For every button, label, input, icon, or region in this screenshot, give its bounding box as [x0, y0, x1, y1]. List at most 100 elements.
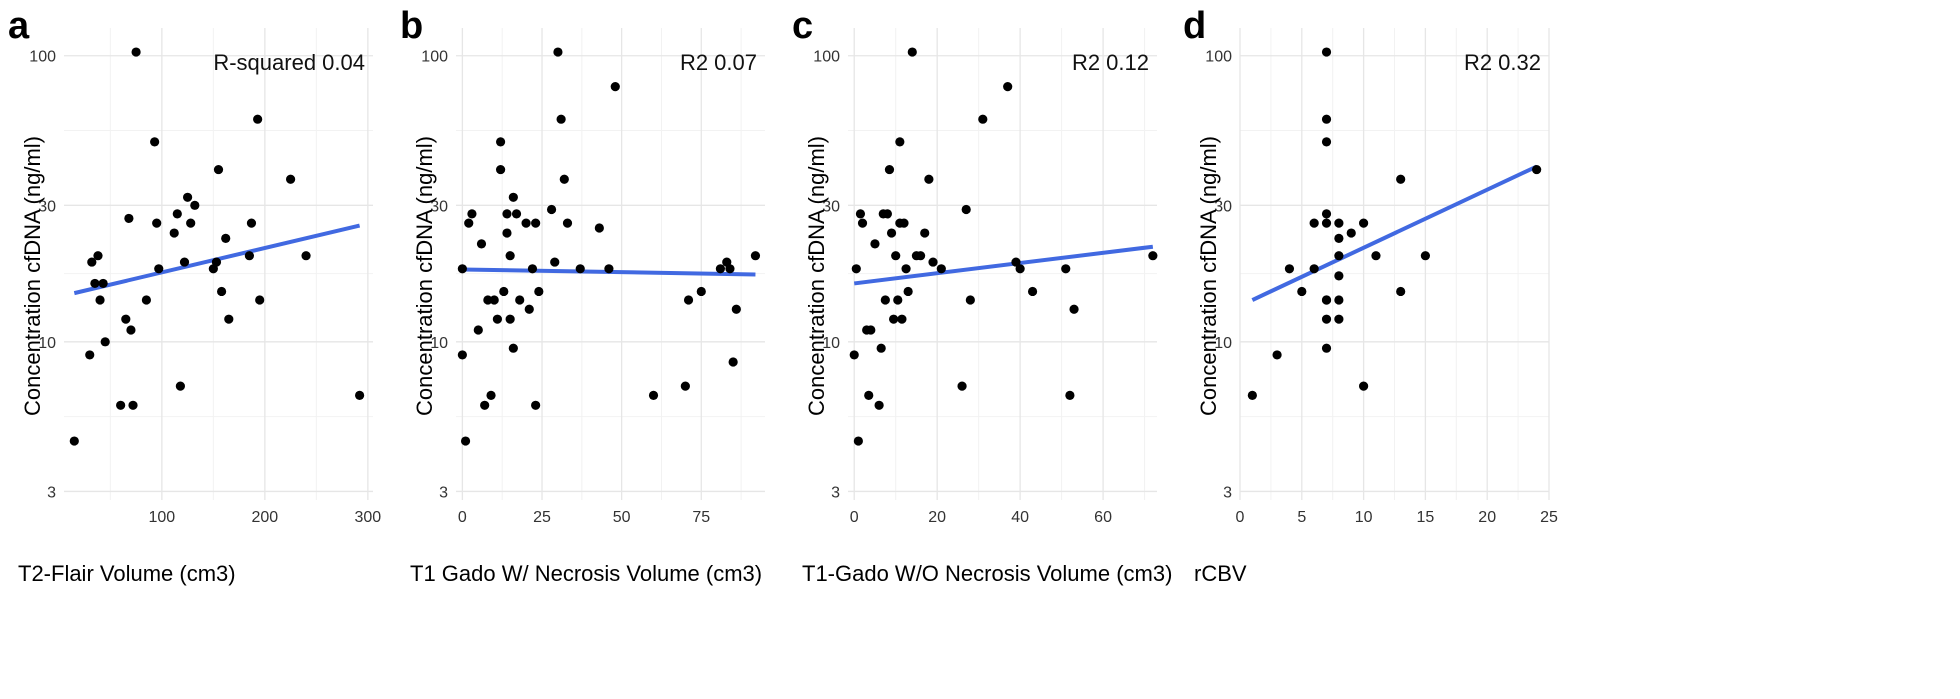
- data-point: [957, 381, 967, 391]
- y-tick-label: 30: [38, 198, 56, 215]
- x-tick-label: 0: [850, 509, 859, 526]
- data-point: [1027, 286, 1038, 297]
- data-point: [473, 325, 483, 335]
- data-point: [750, 251, 761, 261]
- x-tick-label: 0: [1236, 509, 1245, 526]
- r-squared-annotation: R-squared 0.04: [213, 50, 365, 75]
- x-tick-label: 200: [251, 509, 278, 526]
- y-tick-label: 30: [430, 198, 448, 215]
- y-axis-title: Concentration cfDNA (ng/ml): [412, 136, 437, 416]
- x-axis-title: rCBV: [1194, 561, 1247, 586]
- y-axis-title: Concentration cfDNA (ng/ml): [804, 136, 829, 416]
- y-tick-label: 30: [822, 198, 840, 215]
- data-point: [648, 390, 659, 400]
- data-point: [464, 218, 474, 228]
- x-axis-title: T1 Gado W/ Necrosis Volume (cm3): [410, 561, 762, 586]
- regression-line: [1251, 164, 1538, 302]
- x-tick-label: 10: [1355, 509, 1373, 526]
- data-point: [594, 223, 604, 233]
- data-point: [95, 295, 105, 305]
- data-point: [604, 264, 614, 274]
- data-point: [301, 251, 311, 261]
- data-point: [524, 304, 534, 314]
- data-point: [502, 228, 512, 238]
- x-tick-label: 100: [148, 509, 175, 526]
- data-point: [857, 218, 868, 228]
- data-point: [884, 164, 895, 175]
- data-point: [128, 400, 138, 410]
- data-point: [874, 400, 884, 410]
- data-point: [1247, 390, 1257, 400]
- data-point: [489, 295, 499, 305]
- data-point: [483, 295, 493, 305]
- data-point: [492, 314, 503, 324]
- data-point: [224, 314, 234, 324]
- data-point: [575, 264, 585, 274]
- data-point: [169, 228, 179, 238]
- x-axis-title: T1-Gado W/O Necrosis Volume (cm3): [802, 561, 1172, 586]
- data-point: [98, 278, 108, 289]
- data-point: [121, 314, 131, 324]
- data-point: [1309, 264, 1319, 274]
- data-point: [924, 174, 934, 184]
- data-point: [90, 278, 100, 289]
- data-point: [553, 47, 563, 57]
- panel-letter: d: [1183, 5, 1206, 47]
- data-point: [486, 390, 496, 400]
- data-point: [172, 209, 182, 219]
- data-point: [1321, 47, 1332, 57]
- data-point: [866, 325, 876, 335]
- data-point: [100, 337, 110, 347]
- data-point: [1015, 264, 1025, 274]
- data-point: [728, 357, 738, 367]
- data-point: [521, 218, 531, 228]
- x-tick-label: 15: [1417, 509, 1435, 526]
- y-tick-label: 10: [1214, 335, 1232, 352]
- y-tick-label: 100: [421, 49, 448, 66]
- x-tick-label: 75: [692, 509, 710, 526]
- data-point: [851, 264, 861, 274]
- data-point: [928, 257, 938, 267]
- data-point: [505, 314, 515, 324]
- data-point: [1396, 174, 1406, 184]
- data-point: [1334, 218, 1344, 228]
- data-point: [457, 350, 467, 360]
- data-point: [559, 174, 569, 184]
- y-tick-label: 100: [29, 49, 56, 66]
- data-point: [531, 400, 541, 410]
- data-point: [1321, 295, 1332, 305]
- data-point: [85, 350, 95, 360]
- data-point: [246, 218, 257, 228]
- data-point: [556, 114, 566, 124]
- data-point: [1003, 81, 1013, 92]
- data-point: [893, 295, 903, 305]
- x-tick-label: 20: [1478, 509, 1496, 526]
- y-axis-title: Concentration cfDNA (ng/ml): [1196, 136, 1221, 416]
- data-point: [936, 264, 946, 274]
- data-point: [467, 209, 477, 219]
- data-point: [1011, 257, 1021, 267]
- data-point: [1371, 251, 1381, 261]
- data-point: [965, 295, 975, 305]
- data-point: [715, 264, 726, 274]
- y-tick-label: 100: [1205, 49, 1232, 66]
- r-squared-annotation: R2 0.32: [1464, 50, 1541, 75]
- y-tick-label: 10: [430, 335, 448, 352]
- y-tick-label: 3: [1223, 484, 1232, 501]
- data-point: [1148, 251, 1158, 261]
- data-point: [907, 47, 917, 57]
- data-point: [1061, 264, 1071, 274]
- data-point: [87, 257, 97, 267]
- x-tick-label: 20: [928, 509, 946, 526]
- data-point: [508, 192, 518, 202]
- data-point: [186, 218, 196, 228]
- panel-letter: a: [8, 5, 30, 47]
- data-point: [680, 381, 690, 391]
- x-tick-label: 60: [1094, 509, 1112, 526]
- data-point: [534, 286, 544, 297]
- data-point: [915, 251, 926, 261]
- data-point: [920, 228, 930, 238]
- data-point: [511, 209, 522, 219]
- data-point: [286, 174, 296, 184]
- data-point: [1321, 343, 1332, 353]
